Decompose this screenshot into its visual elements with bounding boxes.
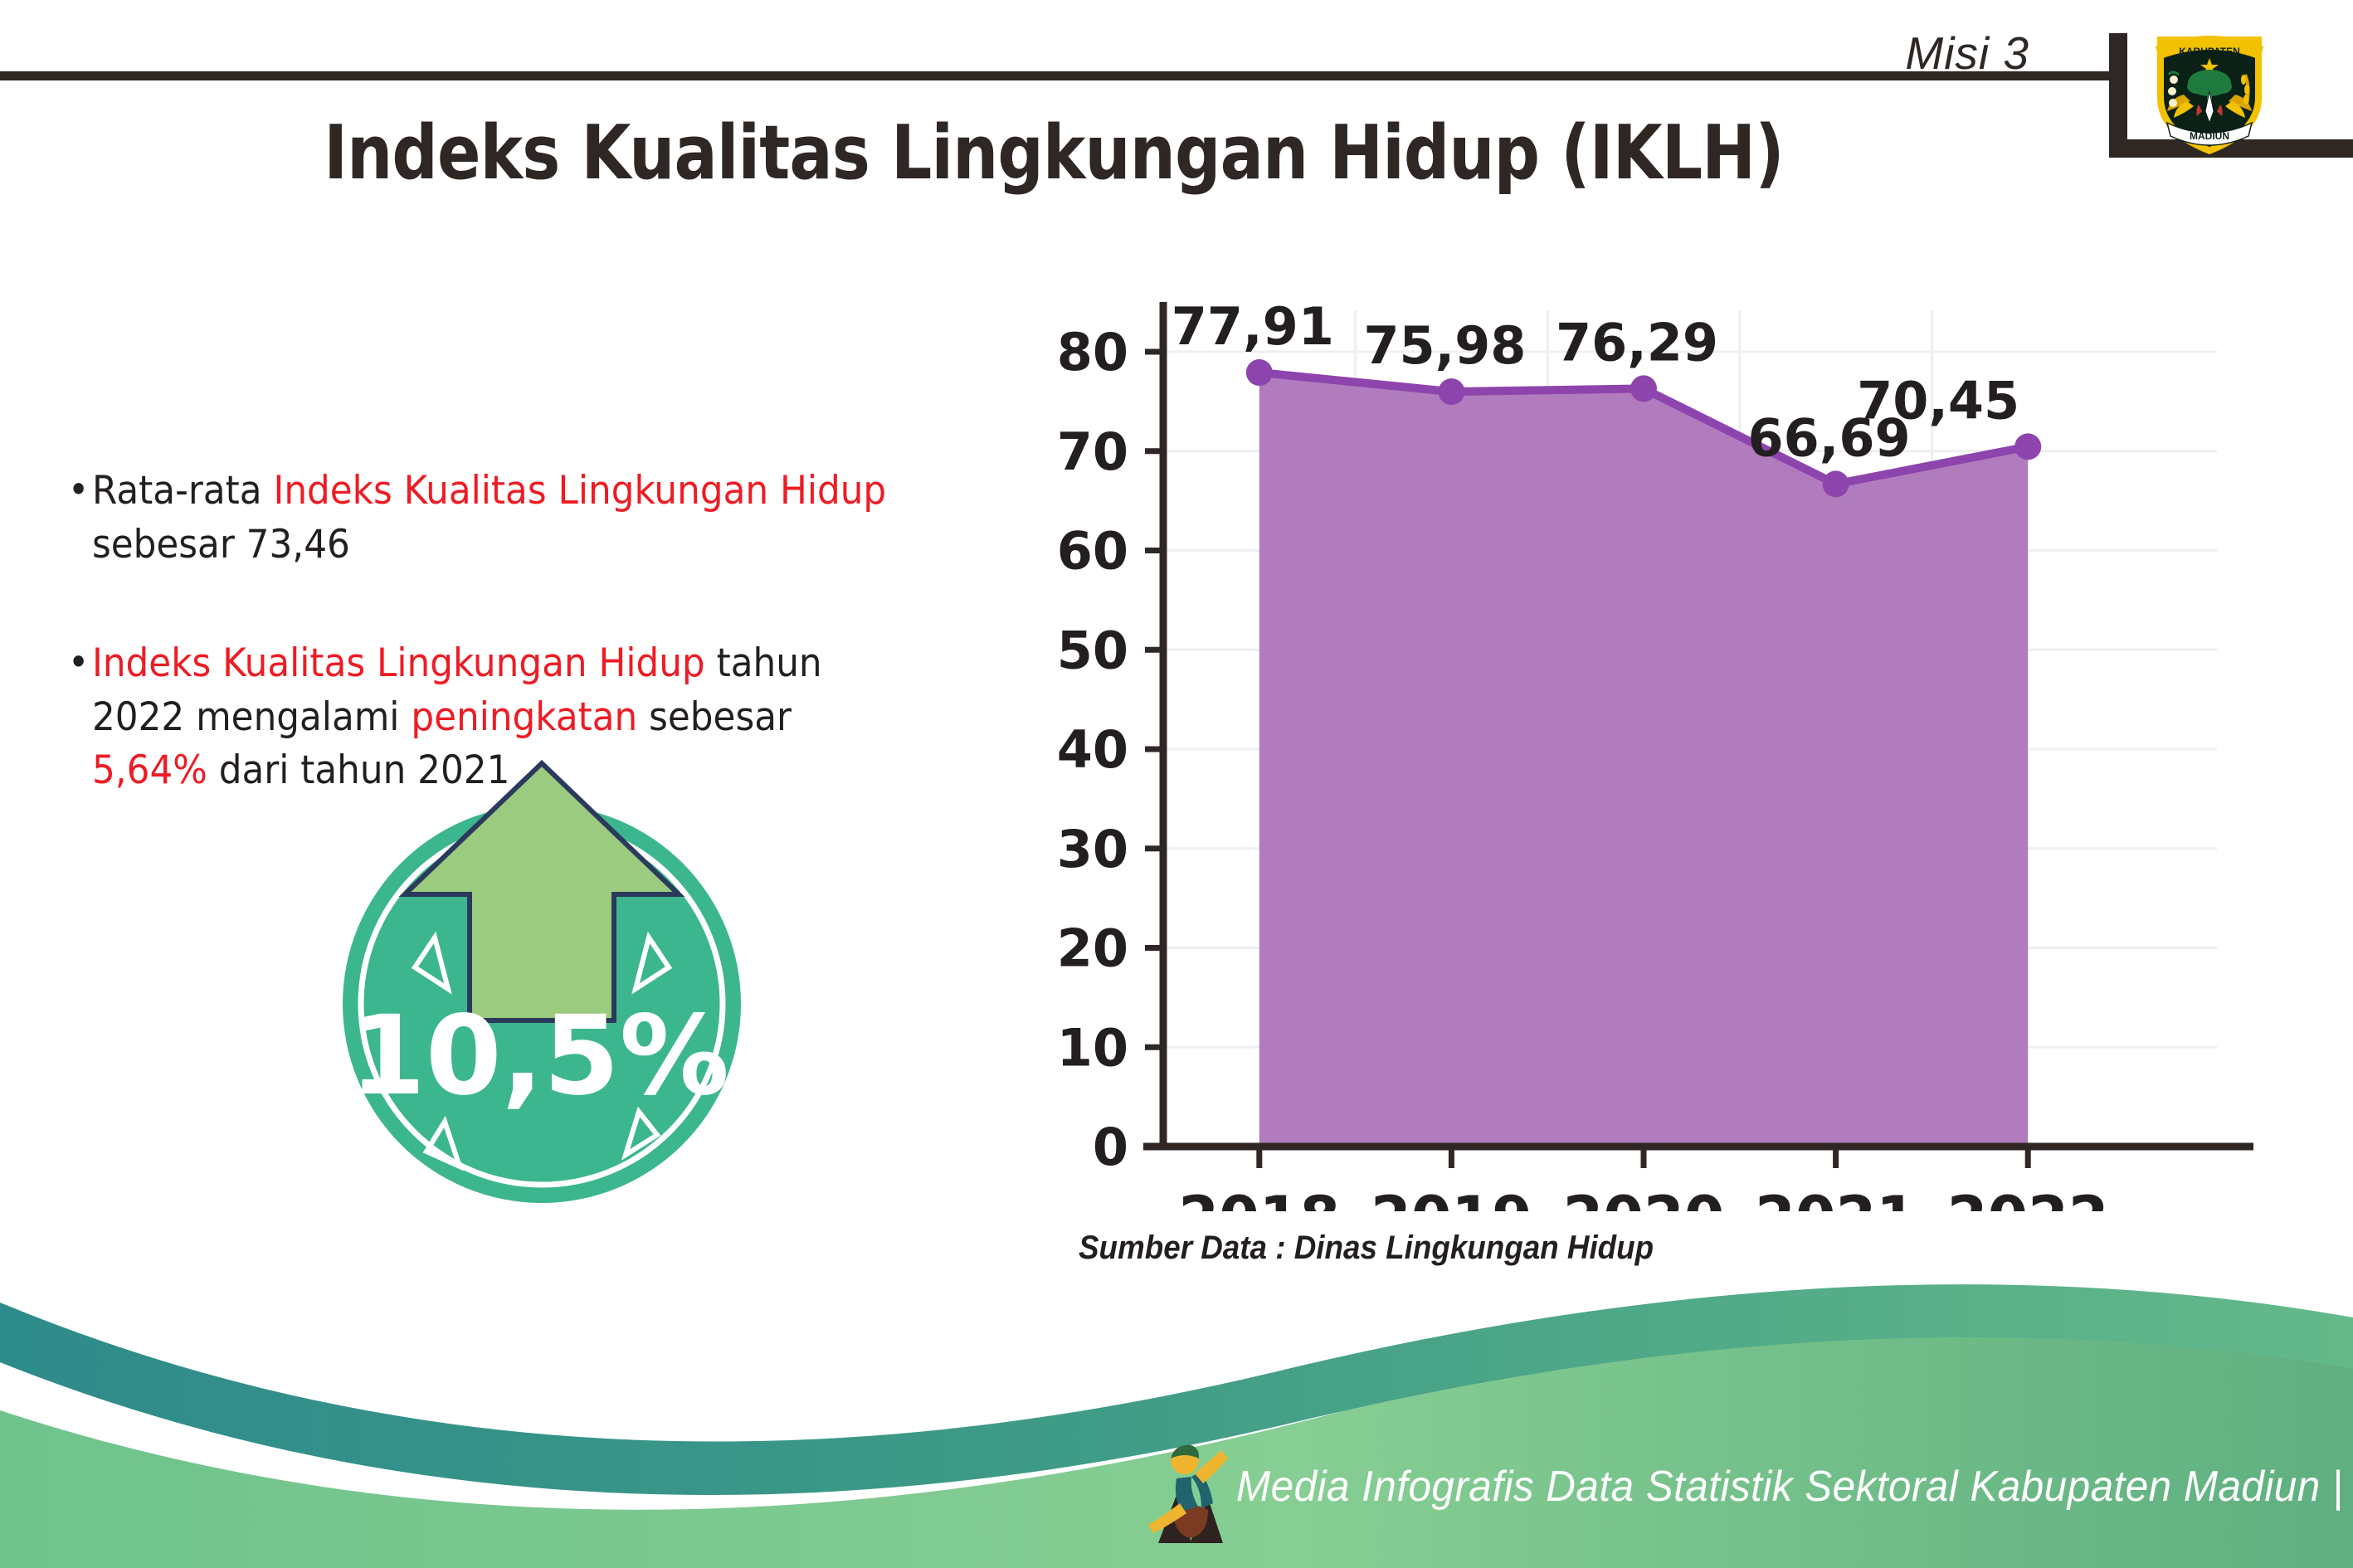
data-label: 77,91 xyxy=(1172,296,1334,357)
chart-area-series xyxy=(1259,373,2029,1147)
y-axis-tick-label: 60 xyxy=(1057,521,1128,582)
bullet-highlight: Indeks Kualitas Lingkungan Hidup xyxy=(273,468,887,514)
data-point-marker xyxy=(1822,470,1849,498)
data-point-marker xyxy=(1630,375,1657,402)
header-bracket-horizontal xyxy=(2109,139,2353,158)
data-point-marker xyxy=(1438,378,1465,406)
accent-triangle-bottom-right xyxy=(621,1106,661,1161)
up-arrow-icon xyxy=(398,759,685,1023)
y-axis-tick-label: 80 xyxy=(1057,322,1128,382)
page-title: Indeks Kualitas Lingkungan Hidup (IKLH) xyxy=(324,110,1784,197)
increase-badge: 10,5% xyxy=(343,759,741,1203)
bullet-plain: sebesar xyxy=(637,694,792,740)
footer-caption: Media Infografis Data Statistik Sektoral… xyxy=(1236,1463,2344,1511)
data-label: 70,45 xyxy=(1857,370,2019,431)
data-label: 76,29 xyxy=(1556,312,1718,373)
bullet-highlight: peningkatan xyxy=(411,694,638,740)
x-axis-tick-label: 2022 xyxy=(1947,1184,2109,1211)
accent-triangle-bottom-left xyxy=(422,1115,465,1171)
x-axis-tick-label: 2019 xyxy=(1371,1184,1532,1211)
emblem-top-banner-text: KABUPATEN xyxy=(2179,46,2240,57)
bullet-plain: tahun 2022 mengalami xyxy=(91,640,822,740)
bullet-text: Indeks Kualitas Lingkungan Hidup tahun 2… xyxy=(92,637,901,799)
iklh-area-chart: 0 10 20 30 40 50 60 70 80 2018 2019 2020 2021 2022 7… xyxy=(1057,296,2253,1211)
bullet-plain: Rata-rata xyxy=(91,468,274,514)
header-bracket-vertical xyxy=(2109,33,2127,158)
bullet-item: • Rata-rata Indeks Kualitas Lingkungan Hi… xyxy=(68,465,901,572)
x-axis-tick-label: 2021 xyxy=(1755,1184,1917,1211)
area-fill xyxy=(1259,373,2029,1147)
mission-label: Misi 3 xyxy=(1905,27,2029,79)
footer-wave xyxy=(0,1284,2353,1568)
accent-triangle-top-right xyxy=(631,931,673,995)
footer-accent-band xyxy=(0,1284,2353,1495)
header-rule xyxy=(0,71,2109,80)
bullet-text: Rata-rata Indeks Kualitas Lingkungan Hid… xyxy=(92,465,901,572)
data-label: 75,98 xyxy=(1363,315,1526,376)
footer-base-wave xyxy=(0,1311,2353,1568)
bullet-list: • Rata-rata Indeks Kualitas Lingkungan Hi… xyxy=(68,465,964,863)
bullet-marker-icon: • xyxy=(68,639,90,684)
y-axis-tick-label: 30 xyxy=(1057,819,1128,879)
y-axis-tick-label: 70 xyxy=(1057,421,1128,482)
y-axis-tick-label: 0 xyxy=(1093,1117,1128,1177)
bullet-highlight: 5,64% xyxy=(91,747,207,794)
badge-value: 10,5% xyxy=(349,992,729,1120)
emblem-bottom-banner-text: MADIUN xyxy=(2190,130,2229,142)
data-point-marker xyxy=(2014,433,2042,460)
bullet-plain: dari tahun 2021 xyxy=(207,747,510,794)
data-point-marker xyxy=(1245,359,1273,387)
statistics-dancer-logo-icon xyxy=(1148,1444,1228,1543)
x-axis-tick-label: 2020 xyxy=(1563,1184,1725,1211)
kabupaten-madiun-emblem-icon: KABUPATEN MADIUN xyxy=(2156,36,2263,154)
chart-axes xyxy=(1143,302,2253,1168)
chart-y-axis-labels: 0 10 20 30 40 50 60 70 80 xyxy=(1057,322,1128,1177)
bullet-plain: sebesar 73,46 xyxy=(91,521,350,567)
x-axis-tick-label: 2018 xyxy=(1178,1184,1340,1211)
y-axis-tick-label: 20 xyxy=(1057,918,1128,979)
source-note: Sumber Data : Dinas Lingkungan Hidup xyxy=(1079,1230,1654,1266)
bullet-item: • Indeks Kualitas Lingkungan Hidup tahun … xyxy=(68,637,901,799)
y-axis-tick-label: 50 xyxy=(1057,620,1128,680)
chart-markers xyxy=(1245,359,2042,498)
accent-triangle-top-left xyxy=(411,931,452,995)
chart-x-axis-labels: 2018 2019 2020 2021 2022 xyxy=(1178,1184,2108,1211)
bullet-highlight: Indeks Kualitas Lingkungan Hidup xyxy=(91,640,705,686)
y-axis-tick-label: 40 xyxy=(1057,719,1128,780)
y-axis-tick-label: 10 xyxy=(1057,1017,1128,1078)
data-label: 66,69 xyxy=(1748,407,1911,468)
bullet-marker-icon: • xyxy=(68,467,90,512)
